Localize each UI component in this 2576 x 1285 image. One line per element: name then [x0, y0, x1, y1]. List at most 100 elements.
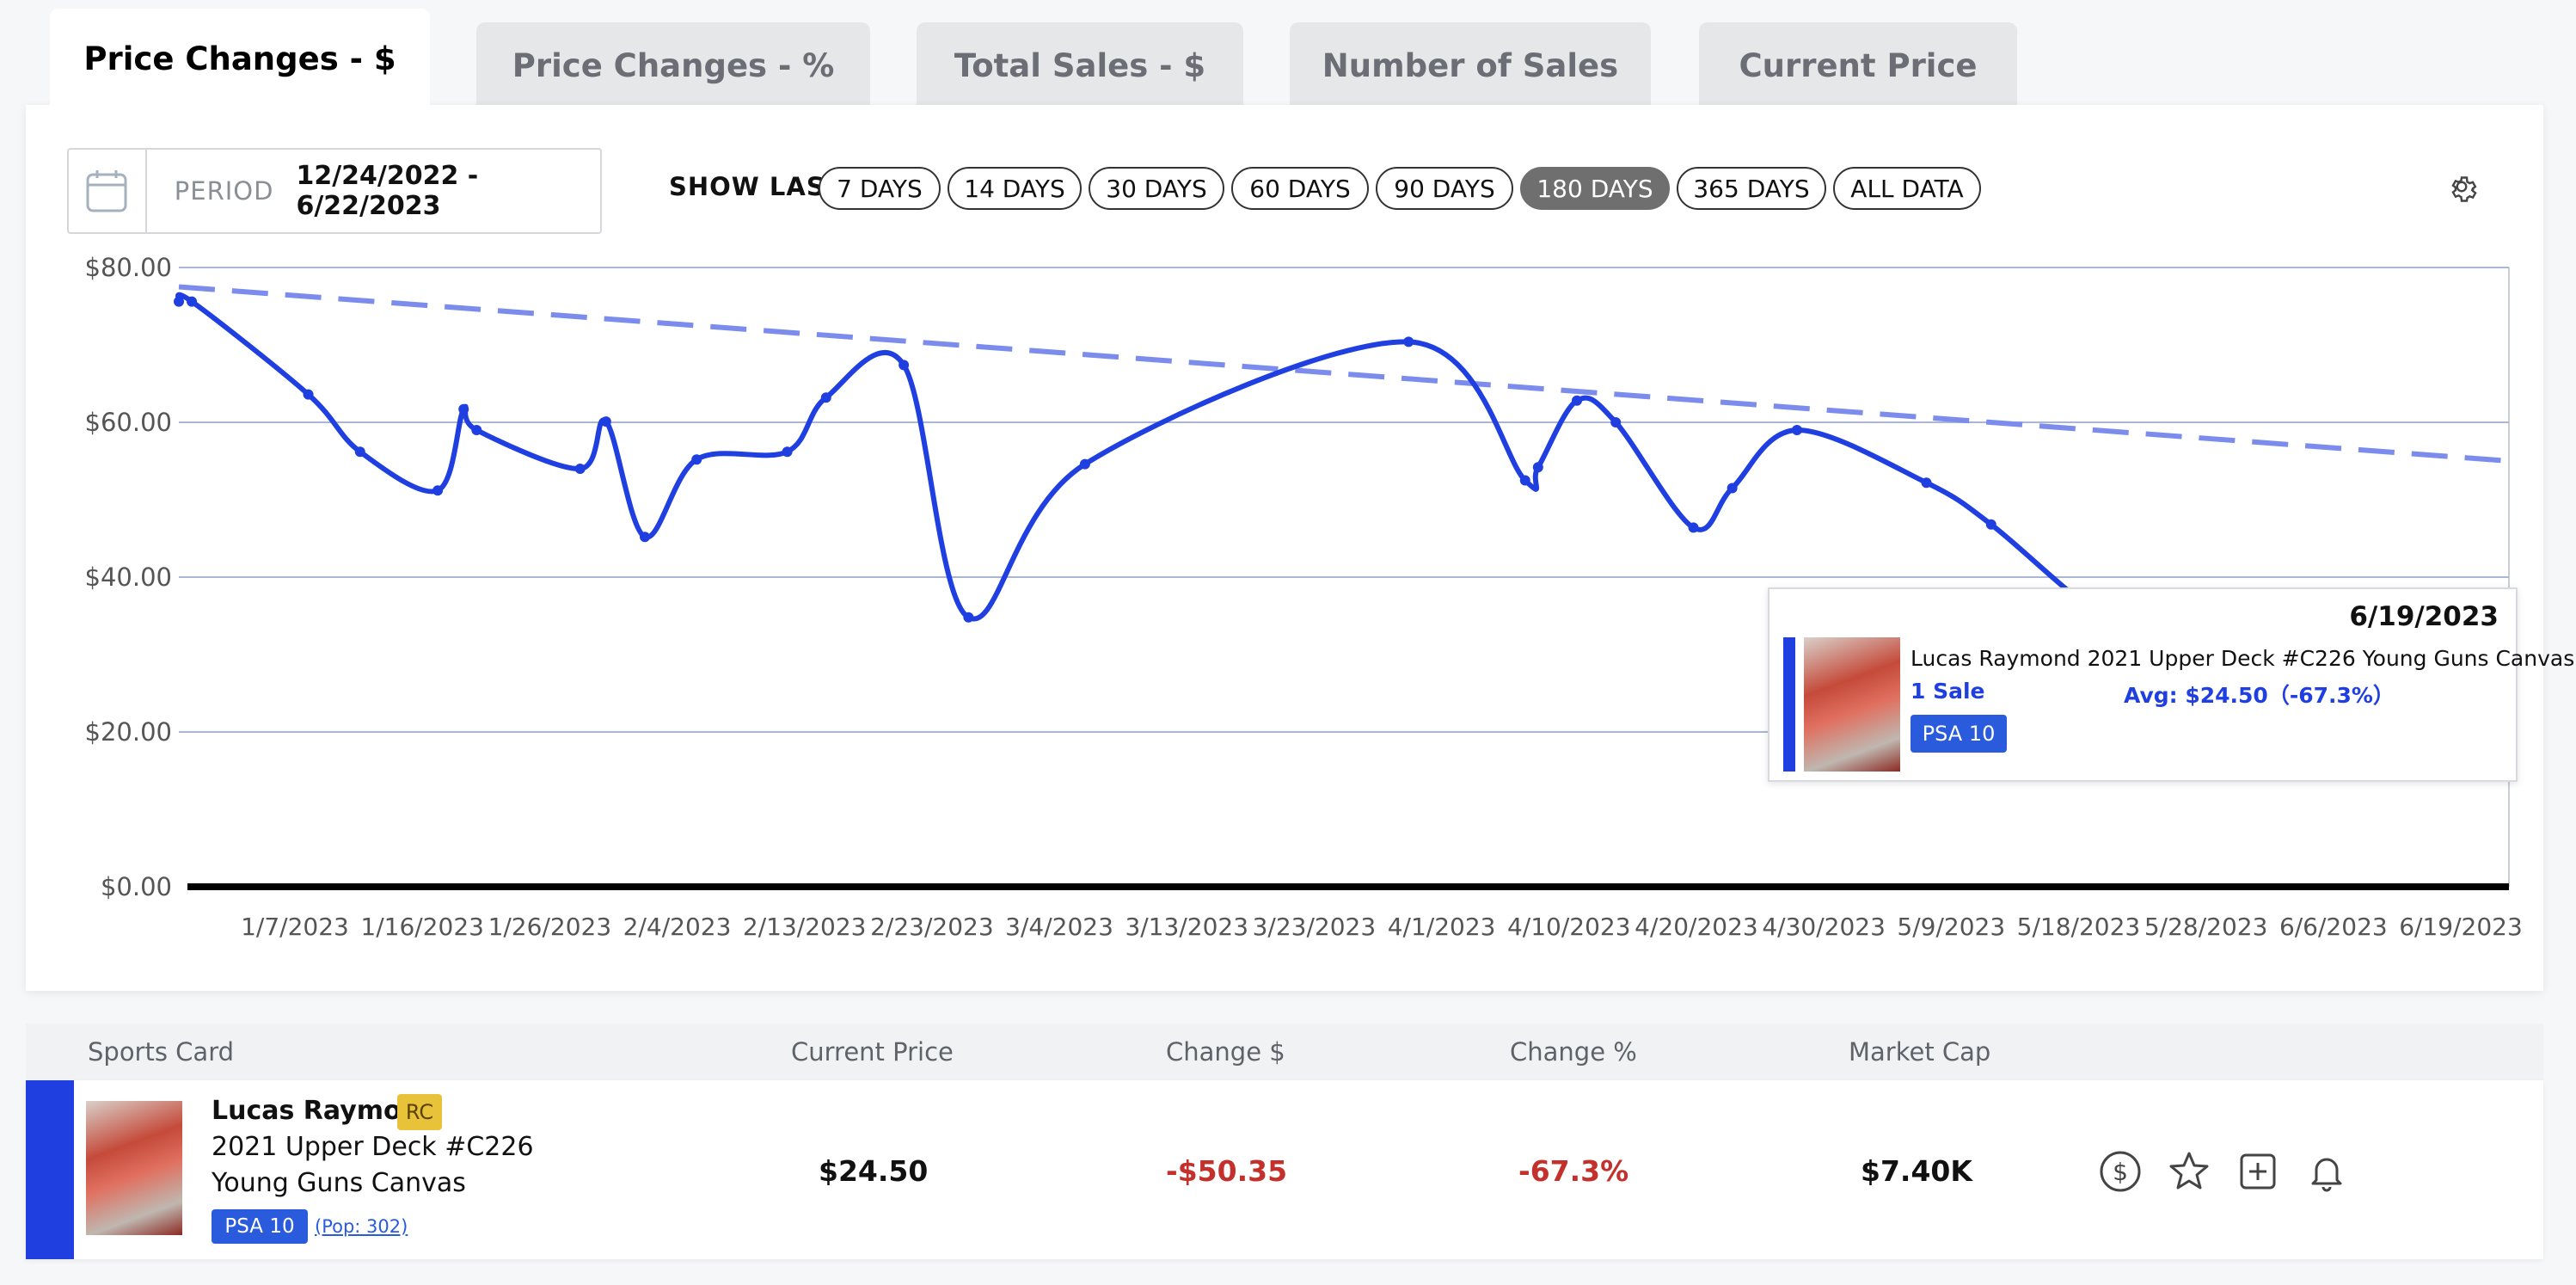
- data-point: [1572, 395, 1582, 406]
- svg-text:$: $: [2113, 1158, 2128, 1186]
- table-header: Sports Card Current Price Change $ Chang…: [26, 1024, 2543, 1080]
- bell-icon[interactable]: [2304, 1149, 2349, 1194]
- data-point: [574, 464, 586, 474]
- data-point: [1610, 417, 1622, 427]
- card-set-line2: Young Guns Canvas: [212, 1168, 466, 1198]
- y-tick-label: $80.00: [85, 253, 172, 282]
- current-price-value: $24.50: [819, 1154, 929, 1188]
- tab-label: Total Sales - $: [954, 46, 1206, 84]
- show-last-label: SHOW LAST: [669, 172, 843, 201]
- data-point: [600, 416, 611, 427]
- data-point: [963, 612, 974, 623]
- tab-label: Current Price: [1739, 46, 1978, 84]
- x-tick-label: 5/9/2023: [1897, 913, 2005, 941]
- trend-line: [178, 284, 2510, 464]
- data-point: [458, 403, 469, 415]
- y-tick-label: $20.00: [85, 717, 172, 747]
- row-accent-bar: [26, 1080, 74, 1259]
- tooltip-title: Lucas Raymond 2021 Upper Deck #C226 Youn…: [1911, 646, 2575, 671]
- grade-badge: PSA 10: [1911, 715, 2007, 753]
- header-change-percent[interactable]: Change %: [1510, 1037, 1637, 1067]
- tab-total-sales[interactable]: Total Sales - $: [917, 22, 1243, 108]
- table-row[interactable]: Lucas Raymond RC 2021 Upper Deck #C226 Y…: [26, 1080, 2543, 1259]
- tab-bar: Price Changes - $ Price Changes - % Tota…: [0, 0, 2576, 108]
- x-tick-label: 6/19/2023: [2399, 913, 2523, 941]
- x-tick-label: 2/23/2023: [870, 913, 994, 941]
- x-tick-label: 3/13/2023: [1125, 913, 1248, 941]
- population-link[interactable]: (Pop: 302): [315, 1216, 408, 1237]
- data-point: [432, 485, 444, 496]
- header-market-cap[interactable]: Market Cap: [1849, 1037, 1991, 1067]
- plus-square-icon[interactable]: [2236, 1149, 2280, 1194]
- x-tick-label: 5/28/2023: [2144, 913, 2268, 941]
- x-tick-label: 5/18/2023: [2017, 913, 2141, 941]
- card-thumbnail: [1804, 637, 1900, 772]
- range-7-days[interactable]: 7 DAYS: [819, 167, 941, 210]
- data-point: [640, 532, 650, 543]
- tab-label: Number of Sales: [1322, 46, 1619, 84]
- change-percent-value: -67.3%: [1518, 1154, 1629, 1188]
- chart-tooltip: 6/19/2023 Lucas Raymond 2021 Upper Deck …: [1768, 587, 2574, 782]
- data-point: [471, 425, 482, 435]
- data-point: [1079, 458, 1090, 470]
- chart-card: PERIOD 12/24/2022 - 6/22/2023 SHOW LAST …: [26, 105, 2574, 991]
- data-point: [187, 296, 198, 307]
- x-tick-label: 4/20/2023: [1635, 913, 1758, 941]
- range-180-days[interactable]: 180 DAYS: [1520, 167, 1670, 210]
- calendar-icon: [69, 150, 147, 232]
- data-point: [303, 389, 314, 400]
- period-label: PERIOD: [174, 176, 274, 206]
- data-point: [1532, 462, 1543, 473]
- x-tick-label: 4/1/2023: [1388, 913, 1496, 941]
- data-point: [1985, 519, 1996, 530]
- range-60-days[interactable]: 60 DAYS: [1231, 167, 1369, 210]
- data-point: [1727, 483, 1738, 494]
- range-30-days[interactable]: 30 DAYS: [1089, 167, 1224, 210]
- data-point: [820, 392, 831, 403]
- x-tick-label: 3/4/2023: [1005, 913, 1113, 941]
- range-90-days[interactable]: 90 DAYS: [1376, 167, 1513, 210]
- tooltip-sales: 1 Sale: [1911, 679, 1985, 704]
- tab-label: Price Changes - %: [512, 46, 835, 84]
- range-all-data[interactable]: ALL DATA: [1833, 167, 1981, 210]
- card-thumbnail[interactable]: [86, 1101, 182, 1235]
- range-14-days[interactable]: 14 DAYS: [948, 167, 1082, 210]
- data-point: [174, 296, 184, 307]
- tab-number-of-sales[interactable]: Number of Sales: [1290, 22, 1651, 108]
- tab-price-changes-percent[interactable]: Price Changes - %: [476, 22, 870, 108]
- x-tick-label: 6/6/2023: [2279, 913, 2388, 941]
- tooltip-date: 6/19/2023: [2349, 601, 2499, 632]
- gear-icon[interactable]: [2449, 174, 2480, 205]
- y-tick-label: $40.00: [85, 563, 172, 592]
- grade-badge: PSA 10: [212, 1209, 308, 1244]
- data-point: [1791, 425, 1802, 435]
- data-point: [1403, 336, 1414, 347]
- data-point: [1519, 475, 1530, 486]
- data-point: [1688, 522, 1699, 533]
- header-change-dollar[interactable]: Change $: [1166, 1037, 1285, 1067]
- range-365-days[interactable]: 365 DAYS: [1677, 167, 1826, 210]
- star-icon[interactable]: [2167, 1149, 2211, 1194]
- x-tick-label: 3/23/2023: [1253, 913, 1377, 941]
- tooltip-accent-bar: [1783, 637, 1795, 772]
- header-sports-card[interactable]: Sports Card: [88, 1037, 235, 1067]
- y-tick-label: $60.00: [85, 408, 172, 437]
- x-tick-label: 1/26/2023: [488, 913, 612, 941]
- market-cap-value: $7.40K: [1861, 1154, 1972, 1188]
- tab-current-price[interactable]: Current Price: [1699, 22, 2017, 108]
- card-set-line1: 2021 Upper Deck #C226: [212, 1132, 534, 1162]
- data-point: [899, 360, 910, 371]
- tab-price-changes-dollar[interactable]: Price Changes - $: [50, 9, 430, 108]
- data-point: [691, 454, 702, 465]
- period-picker[interactable]: PERIOD 12/24/2022 - 6/22/2023: [67, 148, 602, 234]
- y-tick-label: $0.00: [101, 872, 172, 901]
- x-tick-label: 4/30/2023: [1762, 913, 1886, 941]
- x-tick-label: 4/10/2023: [1507, 913, 1631, 941]
- dollar-circle-icon[interactable]: $: [2098, 1149, 2143, 1194]
- data-point: [1921, 477, 1932, 489]
- change-dollar-value: -$50.35: [1166, 1154, 1288, 1188]
- rookie-badge: RC: [397, 1094, 442, 1130]
- header-current-price[interactable]: Current Price: [791, 1037, 954, 1067]
- tooltip-avg: Avg: $24.50（-67.3%）: [2124, 683, 2395, 708]
- data-point: [354, 446, 365, 458]
